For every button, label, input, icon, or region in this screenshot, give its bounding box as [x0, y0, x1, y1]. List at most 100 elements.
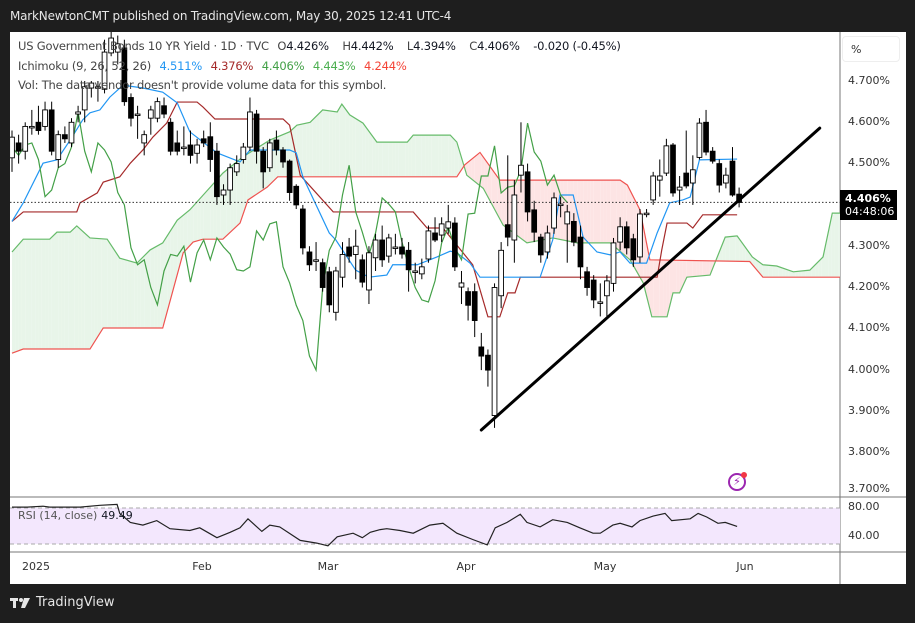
ichimoku-cloud-segment [725, 236, 730, 262]
candle-body-down [630, 238, 637, 261]
ichimoku-cloud-segment [507, 180, 512, 232]
candle-body-up [511, 194, 518, 241]
ichimoku-cloud-segment [649, 259, 654, 317]
rsi-label[interactable]: RSI (14, close) [18, 509, 98, 522]
ichimoku-cloud-segment [435, 135, 439, 177]
ichimoku-cloud-segment [240, 156, 244, 224]
candle [729, 147, 736, 197]
candle-body-down [326, 271, 333, 306]
candle [531, 200, 538, 243]
candle [392, 233, 399, 255]
candle [359, 254, 366, 288]
candle [28, 109, 35, 135]
logo-text: TradingView [36, 595, 115, 610]
candle [128, 93, 134, 127]
candle-body-up [656, 175, 663, 181]
candle [623, 221, 630, 255]
ichimoku-cloud-segment [392, 142, 396, 177]
close-label: C [469, 39, 478, 53]
chart-panel[interactable]: US Government Bonds 10 YR Yield · 1D · T… [10, 32, 906, 584]
tradingview-logo[interactable]: TradingView [10, 595, 115, 610]
candle-body-down [359, 259, 366, 283]
ichimoku-cloud-segment [342, 105, 346, 177]
rsi-tick: 80.00 [848, 500, 880, 513]
ichimoku-cloud-segment [719, 243, 723, 262]
candle-body-up [95, 86, 101, 89]
candle [399, 237, 405, 259]
time-tick: Jun [736, 560, 754, 573]
ichimoku-cloud-segment [838, 213, 840, 278]
candle-body-down [299, 208, 306, 249]
ichimoku-cloud-segment [51, 234, 55, 350]
ichimoku-cloud-segment [206, 187, 211, 240]
candle-body-down [524, 171, 531, 213]
candle-body-up [227, 167, 233, 191]
candle [650, 171, 657, 205]
candle [491, 283, 498, 428]
rsi-value: 49.49 [101, 509, 133, 522]
candle-body-up [650, 175, 657, 201]
candle [511, 180, 518, 263]
candle [147, 105, 154, 135]
candle-body-up [366, 252, 372, 291]
symbol-title[interactable]: US Government Bonds 10 YR Yield · 1D · T… [18, 39, 269, 53]
candle-body-up [385, 237, 392, 257]
rsi-legend[interactable]: RSI (14, close) 49.49 [18, 509, 133, 522]
lightning-icon[interactable]: ⚡ [728, 472, 747, 491]
ichimoku-cloud-segment [583, 180, 588, 243]
candle [643, 209, 650, 218]
price-tick: 4.700% [848, 74, 890, 87]
ichimoku-cloud-segment [735, 236, 740, 262]
ichimoku-cloud-segment [679, 260, 683, 293]
candle-body-up [240, 146, 247, 160]
ichimoku-cloud-segment [547, 180, 551, 239]
candle [610, 237, 617, 292]
price-tick: 3.700% [848, 482, 890, 495]
ichimoku-cloud-segment [210, 183, 214, 240]
ichimoku-cloud-segment [517, 180, 521, 239]
ichimoku-cloud-segment [309, 119, 313, 177]
ichimoku-cloud-segment [834, 213, 839, 278]
candle-body-down [15, 142, 22, 152]
ichimoku-cloud-segment [160, 240, 165, 328]
ichimoku-cloud-segment [177, 217, 181, 275]
candle-body-up [438, 223, 445, 236]
close-value: 4.406% [477, 39, 520, 53]
candle [452, 217, 458, 271]
ichimoku-cloud-segment [484, 158, 488, 197]
candle [518, 122, 524, 193]
candle-body-up [42, 109, 48, 127]
ichimoku-cloud-segment [448, 135, 452, 177]
ichimoku-cloud-segment [494, 172, 498, 216]
ichimoku-cloud-segment [606, 180, 611, 243]
candle [55, 130, 62, 168]
candle-body-up [333, 270, 339, 313]
candle [498, 242, 504, 309]
candle-body-down [485, 354, 491, 371]
candle-body-up [663, 145, 670, 174]
ichimoku-cloud-segment [249, 150, 254, 199]
ichimoku-cloud-segment [745, 247, 750, 262]
candle-body-up [134, 113, 141, 116]
ichimoku-cloud-segment [408, 136, 412, 177]
candle-body-up [68, 121, 75, 144]
ichimoku-cloud-segment [359, 120, 363, 177]
candle-body-up [637, 213, 643, 258]
ichimoku-cloud-segment [134, 262, 138, 328]
ichimoku-cloud-segment [170, 225, 174, 299]
low-label: L [406, 39, 414, 53]
candle [716, 159, 723, 193]
ichimoku-cloud-segment [504, 180, 508, 229]
ichimoku-label[interactable]: Ichimoku (9, 26, 52, 26) [18, 59, 152, 73]
ichimoku-cloud-segment [88, 236, 92, 350]
candle-body-down [293, 185, 300, 206]
chart-canvas[interactable] [10, 32, 906, 584]
ichimoku-legend[interactable]: Ichimoku (9, 26, 52, 26) 4.511% 4.376% 4… [18, 59, 412, 73]
candle-body-down [703, 121, 709, 153]
ichimoku-cloud-segment [762, 264, 766, 278]
candle [299, 204, 306, 255]
candle [273, 130, 280, 156]
price-scale-unit-button[interactable]: % [842, 36, 900, 62]
candle-body-down [200, 138, 207, 144]
candle-body-up [643, 212, 650, 216]
